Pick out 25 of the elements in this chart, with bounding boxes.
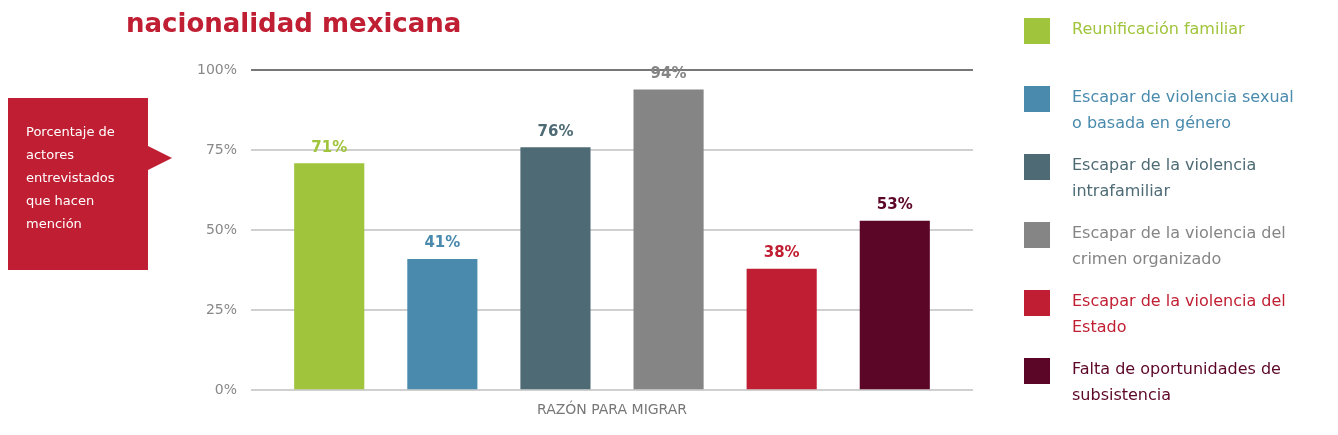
legend-label: Escapar de la violencia del crimen organizado xyxy=(1072,222,1287,270)
data-label: 53% xyxy=(876,195,913,214)
text: Porcentaje de actores entrevistados que hacen mención xyxy=(26,123,116,233)
data-label: 38% xyxy=(763,243,800,262)
bar xyxy=(746,268,817,390)
y-tick-label: 0% xyxy=(214,380,238,397)
y-tick-label: 100% xyxy=(196,61,238,78)
legend-label: Falta de oportunidades de subsistencia xyxy=(1072,358,1282,406)
legend-label: Escapar de la violencia intrafamiliar xyxy=(1072,154,1258,202)
legend-label: Escapar de la violencia del Estado xyxy=(1072,290,1287,338)
y-tick-label: 25% xyxy=(205,300,238,317)
x-axis-title: RAZÓN PARA MIGRAR xyxy=(536,400,688,418)
bar xyxy=(294,163,365,390)
bar xyxy=(633,89,704,390)
data-label: 41% xyxy=(424,233,461,252)
bar xyxy=(520,147,591,390)
chart-title: nacionalidad mexicana xyxy=(126,8,462,38)
data-label: 76% xyxy=(537,121,574,140)
bar xyxy=(859,220,930,390)
legend-label: Reunificación familiar xyxy=(1072,18,1246,40)
data-label: 71% xyxy=(311,137,348,156)
y-tick-label: 75% xyxy=(205,140,238,157)
y-tick-label: 50% xyxy=(205,220,238,237)
legend-label: Escapar de violencia sexual o basada en género xyxy=(1072,86,1295,134)
bar xyxy=(407,259,478,390)
